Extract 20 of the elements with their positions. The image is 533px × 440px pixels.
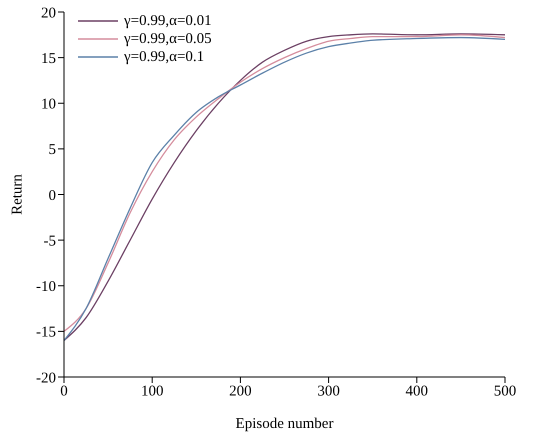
x-tick-label: 0: [60, 384, 68, 400]
legend-label: γ=0.99,α=0.1: [124, 48, 204, 66]
y-tick-label: -5: [44, 233, 56, 250]
y-axis-title: Return: [9, 174, 26, 215]
x-tick-label: 100: [140, 384, 164, 400]
legend-label: γ=0.99,α=0.01: [124, 12, 212, 30]
y-tick-label: 10: [41, 96, 56, 113]
y-tick-label: 20: [41, 5, 56, 22]
y-tick-label: 5: [48, 142, 56, 158]
y-tick-label: 0: [48, 188, 56, 204]
y-tick-label: 15: [41, 50, 56, 67]
x-tick-label: 300: [317, 384, 340, 400]
x-tick-label: 500: [494, 384, 516, 400]
x-tick-label: 400: [406, 384, 428, 400]
y-tick-label: -15: [36, 324, 56, 341]
legend-label: γ=0.99,α=0.05: [124, 30, 212, 48]
y-tick-label: -10: [36, 279, 56, 296]
x-tick-label: 200: [229, 384, 252, 400]
x-axis-title: Episode number: [236, 416, 334, 432]
y-tick-label: -20: [36, 370, 56, 386]
